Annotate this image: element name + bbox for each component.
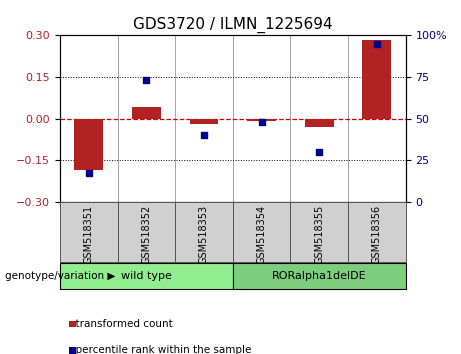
Bar	[247, 119, 276, 121]
FancyBboxPatch shape	[118, 202, 175, 262]
Text: transformed count: transformed count	[69, 319, 173, 329]
Title: GDS3720 / ILMN_1225694: GDS3720 / ILMN_1225694	[133, 16, 333, 33]
Text: GSM518354: GSM518354	[257, 205, 266, 264]
Point	[200, 132, 207, 138]
Bar	[189, 119, 219, 124]
Bar	[305, 119, 334, 127]
Text: GSM518356: GSM518356	[372, 205, 382, 264]
Text: genotype/variation ▶: genotype/variation ▶	[5, 271, 115, 281]
FancyBboxPatch shape	[60, 202, 118, 262]
Text: RORalpha1delDE: RORalpha1delDE	[272, 271, 366, 281]
Text: GSM518355: GSM518355	[314, 205, 324, 264]
Point	[85, 171, 92, 176]
Bar	[132, 108, 161, 119]
Text: GSM518352: GSM518352	[142, 205, 151, 264]
FancyBboxPatch shape	[175, 202, 233, 262]
FancyBboxPatch shape	[348, 202, 406, 262]
Text: wild type: wild type	[121, 271, 172, 281]
Bar	[362, 40, 391, 119]
Text: GSM518351: GSM518351	[84, 205, 94, 264]
Text: GSM518353: GSM518353	[199, 205, 209, 264]
Point	[142, 78, 150, 83]
FancyBboxPatch shape	[290, 202, 348, 262]
Text: percentile rank within the sample: percentile rank within the sample	[69, 346, 252, 354]
Bar	[74, 119, 103, 170]
Point	[373, 41, 381, 46]
Point	[315, 149, 323, 155]
FancyBboxPatch shape	[60, 263, 233, 289]
FancyBboxPatch shape	[233, 263, 406, 289]
FancyBboxPatch shape	[233, 202, 290, 262]
Point	[258, 119, 266, 125]
